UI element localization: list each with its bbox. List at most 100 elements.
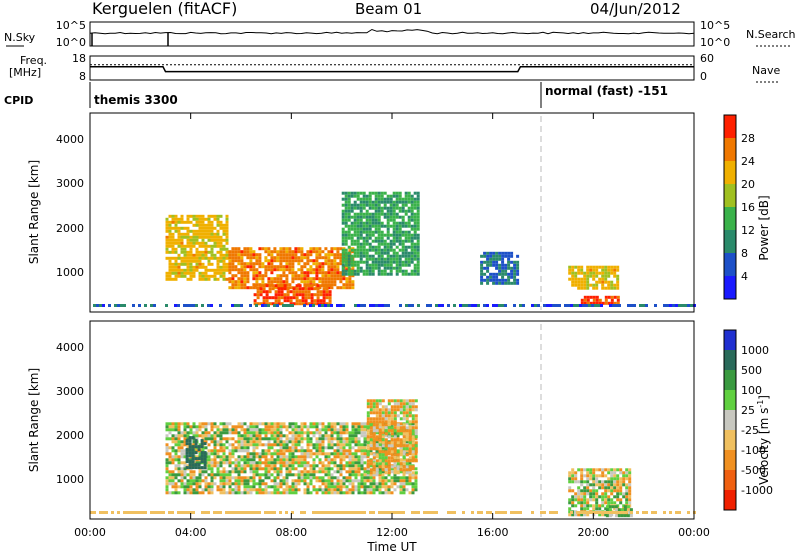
heatmap-cell xyxy=(207,461,211,465)
heatmap-cell xyxy=(398,257,402,261)
heatmap-cell xyxy=(270,422,274,426)
heatmap-cell xyxy=(398,191,402,195)
heatmap-cell xyxy=(300,476,304,480)
heatmap-cell xyxy=(369,432,373,436)
heatmap-cell xyxy=(237,461,241,465)
heatmap-cell xyxy=(390,511,393,514)
heatmap-cell xyxy=(177,485,181,489)
heatmap-cell xyxy=(357,440,361,444)
heatmap-cell xyxy=(375,468,379,472)
heatmap-cell xyxy=(309,440,313,444)
heatmap-cell xyxy=(377,236,381,240)
heatmap-cell xyxy=(411,444,415,448)
heatmap-cell xyxy=(300,452,304,456)
heatmap-cell xyxy=(210,488,214,492)
heatmap-cell xyxy=(477,511,480,514)
heatmap-cell xyxy=(261,461,265,465)
heatmap-cell xyxy=(306,259,310,263)
heatmap-cell xyxy=(210,425,214,429)
heatmap-cell xyxy=(231,262,235,266)
heatmap-cell xyxy=(628,498,632,502)
heatmap-cell xyxy=(324,431,328,435)
heatmap-cell xyxy=(410,239,414,243)
heatmap-cell xyxy=(392,242,396,246)
heatmap-cell xyxy=(225,229,229,233)
heatmap-cell xyxy=(309,277,313,281)
heatmap-cell xyxy=(246,431,250,435)
heatmap-cell xyxy=(405,459,409,463)
heatmap-cell xyxy=(213,271,217,275)
heatmap-cell xyxy=(168,425,172,429)
heatmap-cell xyxy=(375,447,379,451)
heatmap-cell xyxy=(258,256,262,260)
heatmap-cell xyxy=(333,461,337,465)
heatmap-cell xyxy=(390,447,394,451)
heatmap-cell xyxy=(628,477,632,481)
heatmap-cell xyxy=(282,259,286,263)
heatmap-cell xyxy=(312,461,316,465)
heatmap-cell xyxy=(372,479,376,483)
heatmap-cell xyxy=(195,265,199,269)
heatmap-cell xyxy=(396,450,400,454)
heatmap-cell xyxy=(300,271,304,275)
heatmap-cell xyxy=(327,467,331,471)
heatmap-cell xyxy=(171,476,175,480)
heatmap-cell xyxy=(336,443,340,447)
heatmap-cell xyxy=(279,250,283,254)
heatmap-cell xyxy=(264,268,268,272)
heatmap-cell xyxy=(240,491,244,495)
nsky-tick-top: 10^5 xyxy=(56,19,86,32)
heatmap-cell xyxy=(622,495,626,499)
heatmap-cell xyxy=(462,304,465,307)
heatmap-cell xyxy=(222,473,226,477)
heatmap-cell xyxy=(360,425,364,429)
heatmap-cell xyxy=(300,455,304,459)
heatmap-cell xyxy=(210,220,214,224)
heatmap-cell xyxy=(207,304,210,307)
heatmap-cell xyxy=(642,511,645,514)
heatmap-cell xyxy=(507,272,511,276)
heatmap-cell xyxy=(416,269,420,273)
heatmap-cell xyxy=(507,260,511,264)
heatmap-cell xyxy=(210,473,214,477)
heatmap-cell xyxy=(198,277,202,281)
heatmap-cell xyxy=(174,226,178,230)
heatmap-cell xyxy=(401,218,405,222)
heatmap-cell xyxy=(516,511,519,514)
heatmap-cell xyxy=(168,446,172,450)
heatmap-cell xyxy=(219,250,223,254)
heatmap-cell xyxy=(234,431,238,435)
heatmap-cell xyxy=(480,272,484,276)
heatmap-cell xyxy=(402,458,406,462)
heatmap-cell xyxy=(392,218,396,222)
heatmap-cell xyxy=(354,425,358,429)
heatmap-cell xyxy=(183,425,187,429)
heatmap-cell xyxy=(416,218,420,222)
heatmap-cell xyxy=(416,263,420,267)
heatmap-cell xyxy=(219,434,223,438)
heatmap-cell xyxy=(404,191,408,195)
heatmap-cell xyxy=(309,422,313,426)
heatmap-cell xyxy=(390,441,394,445)
power-panel: 4000 3000 2000 1000 Slant Range [km] xyxy=(27,112,696,313)
heatmap-cell xyxy=(207,277,211,281)
heatmap-cell xyxy=(222,244,226,248)
heatmap-cell xyxy=(371,191,375,195)
heatmap-cell xyxy=(324,473,328,477)
heatmap-cell xyxy=(507,278,511,282)
heatmap-cell xyxy=(273,452,277,456)
heatmap-cell xyxy=(410,215,414,219)
heatmap-cell xyxy=(350,209,354,213)
heatmap-cell xyxy=(243,461,247,465)
heatmap-cell xyxy=(333,437,337,441)
heatmap-cell xyxy=(330,452,334,456)
heatmap-cell xyxy=(396,434,400,438)
heatmap-cell xyxy=(330,476,334,480)
heatmap-cell xyxy=(174,223,178,227)
heatmap-cell xyxy=(234,428,238,432)
heatmap-cell xyxy=(333,491,337,495)
heatmap-cell xyxy=(321,277,325,281)
heatmap-cell xyxy=(197,448,201,452)
heatmap-cell xyxy=(399,411,403,415)
heatmap-cell xyxy=(604,495,608,499)
